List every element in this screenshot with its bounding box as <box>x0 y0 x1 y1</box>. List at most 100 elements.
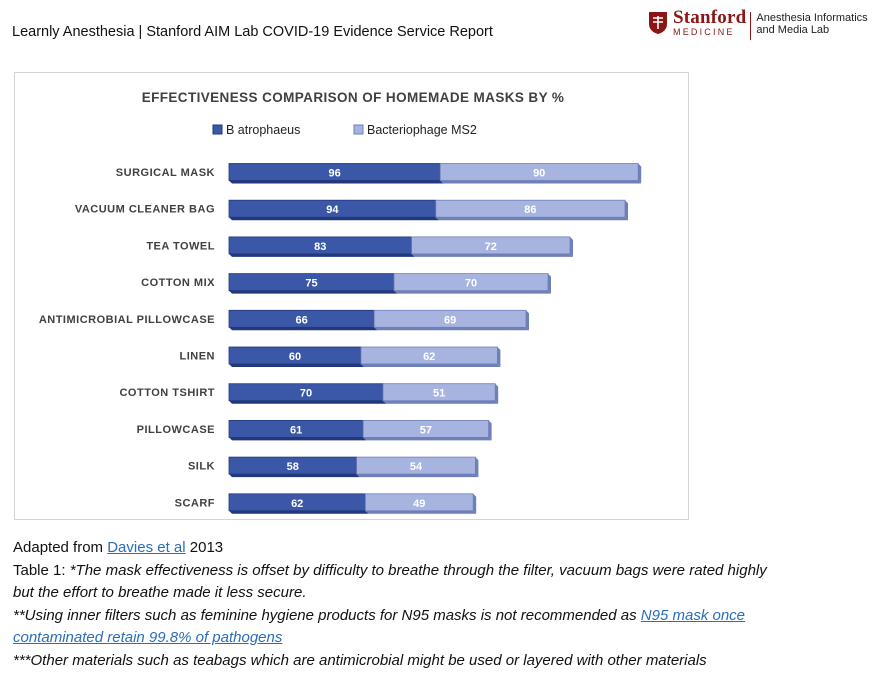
note-2-line-1: **Using inner filters such as feminine h… <box>13 605 888 628</box>
bar-bottom-b-atrophaeus <box>229 474 360 478</box>
bar-bottom-bacteriophage-ms2 <box>394 290 551 294</box>
category-label: SILK <box>188 461 215 473</box>
logo-divider <box>750 12 752 40</box>
bar-bottom-bacteriophage-ms2 <box>361 364 501 367</box>
bar-bottom-b-atrophaeus <box>229 180 444 184</box>
bar-bottom-b-atrophaeus <box>229 253 415 257</box>
data-label-b-atrophaeus: 58 <box>287 461 299 473</box>
source-line: Adapted from Davies et al 2013 <box>13 537 888 560</box>
bar-side-bacteriophage-ms2 <box>497 347 501 367</box>
data-label-bacteriophage-ms2: 62 <box>423 351 435 363</box>
data-label-b-atrophaeus: 75 <box>305 278 317 290</box>
bar-bottom-b-atrophaeus <box>229 437 367 441</box>
bar-bottom-b-atrophaeus <box>229 510 369 514</box>
category-label: SURGICAL MASK <box>116 167 215 179</box>
bar-bacteriophage-ms2 <box>393 273 549 292</box>
data-label-b-atrophaeus: 70 <box>300 388 312 400</box>
caption-block: Adapted from Davies et al 2013 Table 1: … <box>13 537 888 672</box>
data-label-bacteriophage-ms2: 70 <box>465 278 477 290</box>
page-title: Learnly Anesthesia | Stanford AIM Lab CO… <box>12 24 493 40</box>
data-label-b-atrophaeus: 83 <box>314 241 326 253</box>
logo-lab-name: Anesthesia Informatics and Media Lab <box>756 12 867 36</box>
category-label: SCARF <box>175 497 215 509</box>
bar-side-bacteriophage-ms2 <box>625 200 628 221</box>
bar-bacteriophage-ms2 <box>373 309 527 328</box>
category-label: COTTON MIX <box>141 277 215 289</box>
note-2-line-2: contaminated retain 99.8% of pathogens <box>13 627 888 650</box>
data-label-bacteriophage-ms2: 51 <box>433 388 445 400</box>
bar-bottom-bacteriophage-ms2 <box>356 474 479 478</box>
note-1-line-1: Table 1: *The mask effectiveness is offs… <box>13 560 888 583</box>
bar-bottom-bacteriophage-ms2 <box>440 180 642 184</box>
source-suffix: 2013 <box>185 539 224 556</box>
category-label: TEA TOWEL <box>146 240 215 252</box>
bar-bottom-b-atrophaeus <box>229 327 378 331</box>
source-prefix: Adapted from <box>13 539 108 556</box>
logo-wordmark: Stanford <box>673 7 747 28</box>
bar-bottom-bacteriophage-ms2 <box>411 253 573 257</box>
bar-bacteriophage-ms2 <box>356 456 476 475</box>
bar-bacteriophage-ms2 <box>435 199 626 218</box>
bar-side-bacteriophage-ms2 <box>638 163 642 184</box>
data-label-bacteriophage-ms2: 90 <box>533 168 545 180</box>
stanford-seal-icon <box>649 12 667 34</box>
bar-bottom-b-atrophaeus <box>229 364 364 367</box>
data-label-b-atrophaeus: 60 <box>289 351 301 363</box>
category-label: VACUUM CLEANER BAG <box>75 204 215 216</box>
data-label-b-atrophaeus: 66 <box>295 314 307 326</box>
data-label-bacteriophage-ms2: 57 <box>420 424 432 436</box>
n95-link-part-1[interactable]: N95 mask once <box>640 606 746 624</box>
chart-panel: EFFECTIVENESS COMPARISON OF HOMEMADE MAS… <box>14 72 689 520</box>
bar-side-bacteriophage-ms2 <box>570 236 573 257</box>
bar-bottom-b-atrophaeus <box>229 290 397 294</box>
bar-bacteriophage-ms2 <box>364 493 474 512</box>
source-link[interactable]: Davies et al <box>107 539 186 556</box>
data-label-b-atrophaeus: 61 <box>290 424 302 436</box>
data-label-bacteriophage-ms2: 54 <box>410 461 423 473</box>
data-label-b-atrophaeus: 62 <box>291 498 303 510</box>
bar-side-bacteriophage-ms2 <box>495 383 499 404</box>
data-label-bacteriophage-ms2: 49 <box>413 498 425 510</box>
bar-bacteriophage-ms2 <box>360 346 498 365</box>
data-label-b-atrophaeus: 94 <box>326 204 339 216</box>
legend-swatch-b-atrophaeus <box>212 124 223 135</box>
bar-side-bacteriophage-ms2 <box>475 457 479 478</box>
legend-label-b-atrophaeus: B atrophaeus <box>226 123 300 137</box>
bar-bacteriophage-ms2 <box>382 383 496 402</box>
category-label: PILLOWCASE <box>137 424 215 436</box>
bar-bacteriophage-ms2 <box>439 163 639 181</box>
stanford-medicine-logo: Stanford MEDICINE Anesthesia Informatics… <box>648 7 868 43</box>
bar-bottom-bacteriophage-ms2 <box>365 510 477 514</box>
note-1-line-2: but the effort to breathe made it less s… <box>13 584 307 601</box>
chart-title: EFFECTIVENESS COMPARISON OF HOMEMADE MAS… <box>142 90 565 105</box>
note-1-label: Table 1: <box>13 561 70 579</box>
category-label: ANTIMICROBIAL PILLOWCASE <box>39 314 215 326</box>
bar-bacteriophage-ms2 <box>362 419 490 438</box>
note-3: ***Other materials such as teabags which… <box>13 651 707 669</box>
logo-lab-line-1: Anesthesia Informatics <box>756 12 868 24</box>
bar-bottom-bacteriophage-ms2 <box>383 400 499 404</box>
legend-swatch-bacteriophage-ms2 <box>353 124 364 135</box>
bar-bottom-bacteriophage-ms2 <box>435 217 628 221</box>
bar-side-bacteriophage-ms2 <box>488 420 492 441</box>
bar-bottom-bacteriophage-ms2 <box>363 437 492 441</box>
data-label-bacteriophage-ms2: 69 <box>444 314 456 326</box>
note-2-text: **Using inner filters such as feminine h… <box>13 606 641 624</box>
bar-bottom-b-atrophaeus <box>229 400 386 404</box>
bar-side-bacteriophage-ms2 <box>548 273 551 294</box>
data-label-bacteriophage-ms2: 86 <box>524 204 536 216</box>
logo-lab-line-2: and Media Lab <box>756 24 830 36</box>
logo-subword: MEDICINE <box>673 27 735 37</box>
n95-link-part-2[interactable]: contaminated retain 99.8% of pathogens <box>13 629 283 646</box>
legend-label-bacteriophage-ms2: Bacteriophage MS2 <box>367 123 477 137</box>
bar-side-bacteriophage-ms2 <box>473 493 477 514</box>
note-1-text: *The mask effectiveness is offset by dif… <box>69 561 767 579</box>
bar-bottom-bacteriophage-ms2 <box>374 327 529 331</box>
bar-side-bacteriophage-ms2 <box>526 310 529 331</box>
bar-bottom-b-atrophaeus <box>229 217 439 221</box>
data-label-bacteriophage-ms2: 72 <box>485 241 497 253</box>
category-label: LINEN <box>180 351 216 363</box>
category-label: COTTON TSHIRT <box>119 387 215 399</box>
bar-chart: EFFECTIVENESS COMPARISON OF HOMEMADE MAS… <box>39 90 642 514</box>
data-label-b-atrophaeus: 96 <box>328 168 340 180</box>
